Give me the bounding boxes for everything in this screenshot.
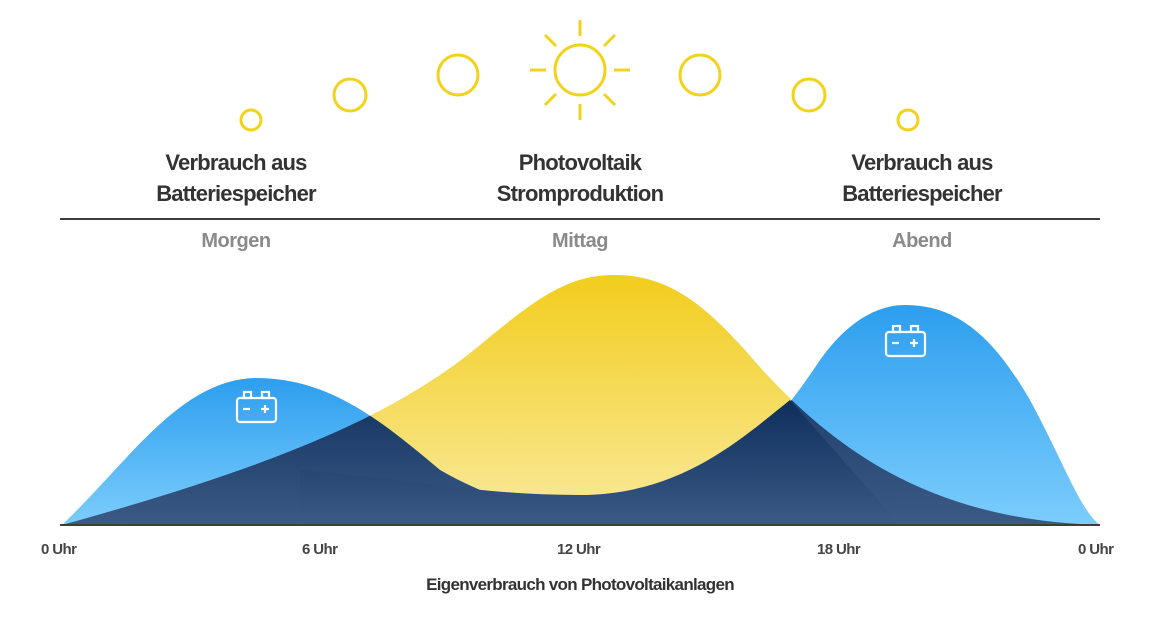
heading-pv-production: Photovoltaik Stromproduktion (450, 147, 710, 209)
sun-path (239, 20, 920, 132)
sun-small-right-icon (896, 108, 920, 132)
heading-line: Batteriespeicher (842, 181, 1002, 206)
tick-label: 18 Uhr (817, 541, 861, 558)
tick-label: 0 Uhr (41, 541, 77, 558)
sun-small-left-icon (239, 108, 263, 132)
period-noon: Mittag (552, 230, 608, 252)
heading-morning-battery: Verbrauch aus Batteriespeicher (106, 147, 366, 209)
period-morning: Morgen (201, 230, 271, 252)
heading-line: Batteriespeicher (156, 181, 316, 206)
sun-icon (530, 20, 630, 120)
sun-medium-right-icon (791, 77, 827, 113)
heading-evening-battery: Verbrauch aus Batteriespeicher (792, 147, 1052, 209)
heading-line: Verbrauch aus (165, 150, 307, 175)
sun-large-left-icon (436, 53, 480, 97)
tick-label: 12 Uhr (557, 541, 601, 558)
divider-line (60, 218, 1100, 220)
heading-line: Stromproduktion (496, 181, 664, 206)
battery-icon (884, 324, 927, 358)
period-evening: Abend (892, 230, 952, 252)
heading-line: Verbrauch aus (851, 150, 993, 175)
sun-large-right-icon (678, 53, 722, 97)
battery-icon (235, 390, 278, 424)
tick-label: 0 Uhr (1078, 541, 1114, 558)
sun-medium-left-icon (332, 77, 368, 113)
diagram-caption: Eigenverbrauch von Photovoltaikanlagen (426, 575, 735, 594)
tick-label: 6 Uhr (302, 541, 338, 558)
heading-line: Photovoltaik (518, 150, 642, 175)
